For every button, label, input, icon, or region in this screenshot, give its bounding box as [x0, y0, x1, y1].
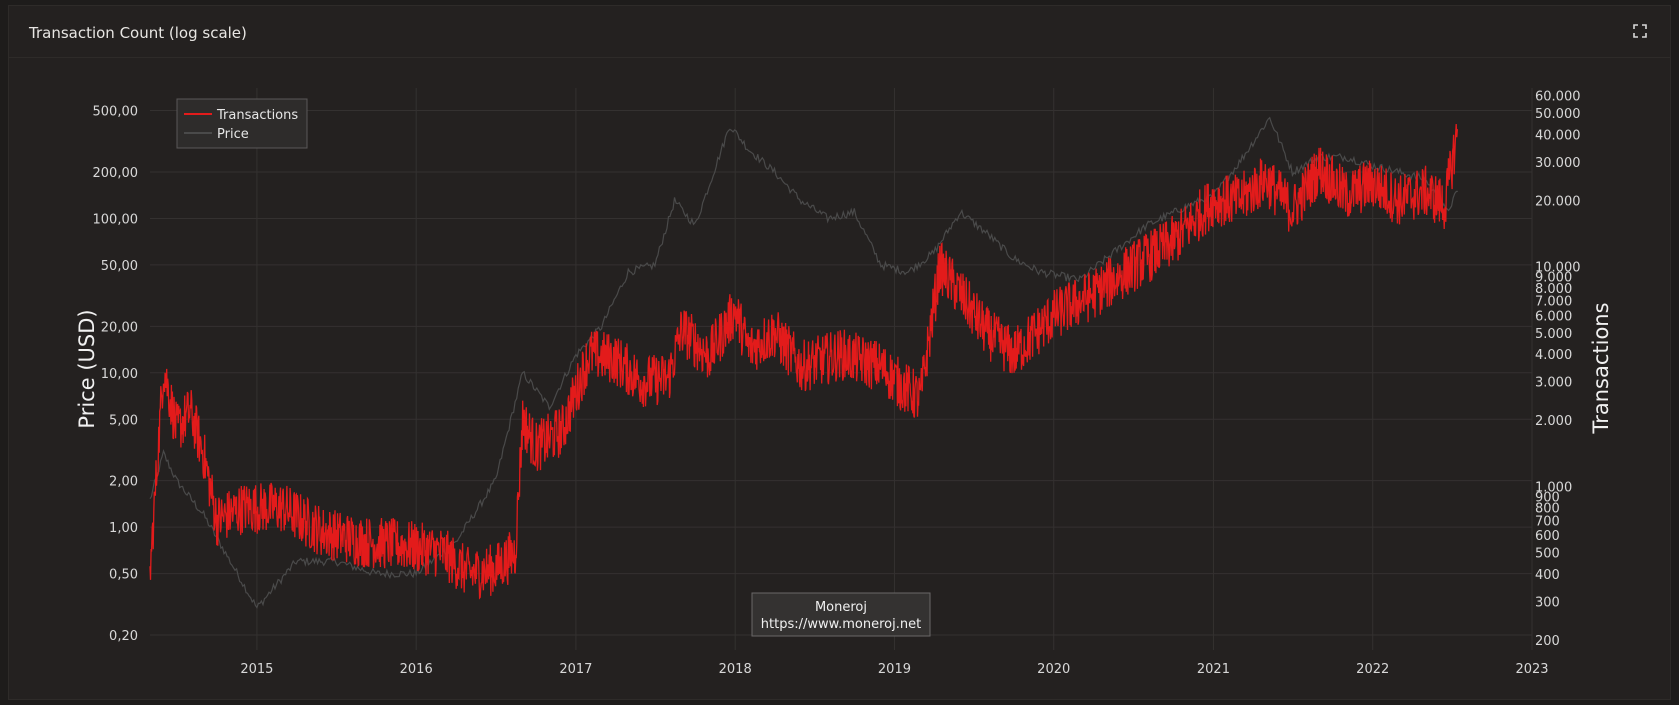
- right-tick-label: 8.000: [1535, 282, 1572, 297]
- price-line: [149, 116, 1458, 609]
- right-tick-label: 600: [1535, 529, 1560, 544]
- left-tick-label: 10,00: [101, 367, 138, 382]
- grid: [150, 88, 1533, 650]
- left-tick-label: 200,00: [93, 166, 139, 181]
- right-tick-label: 400: [1535, 568, 1560, 583]
- x-tick-label: 2022: [1356, 662, 1389, 677]
- right-tick-label: 900: [1535, 490, 1560, 505]
- right-tick-label: 7.000: [1535, 295, 1572, 310]
- watermark-line1: Moneroj: [815, 600, 867, 615]
- right-tick-label: 6.000: [1535, 309, 1572, 324]
- right-tick-label: 40.000: [1535, 128, 1581, 143]
- left-tick-label: 500,00: [93, 105, 139, 120]
- right-tick-label: 3.000: [1535, 376, 1572, 391]
- x-tick-label: 2016: [400, 662, 433, 677]
- right-tick-label: 9.000: [1535, 271, 1572, 286]
- left-axis-ticks: 0,20 0,50 1,00 2,00 5,00 10,00 20,00 50,00 100,0…: [93, 105, 139, 644]
- right-tick-label: 10.000: [1535, 261, 1581, 276]
- x-tick-label: 2017: [559, 662, 592, 677]
- x-tick-label: 2015: [240, 662, 273, 677]
- x-tick-label: 2023: [1515, 662, 1548, 677]
- left-tick-label: 100,00: [93, 212, 139, 227]
- panel-title: Transaction Count (log scale): [29, 24, 247, 42]
- transactions-line: [149, 123, 1458, 600]
- left-tick-label: 0,50: [109, 568, 138, 583]
- panel-header: Transaction Count (log scale): [9, 6, 1670, 58]
- right-tick-label: 60.000: [1535, 90, 1581, 105]
- right-tick-label: 20.000: [1535, 194, 1581, 209]
- x-tick-label: 2019: [878, 662, 911, 677]
- right-tick-label: 300: [1535, 595, 1560, 610]
- x-tick-label: 2021: [1197, 662, 1230, 677]
- watermark: Moneroj https://www.moneroj.net: [751, 592, 931, 637]
- left-tick-label: 20,00: [101, 320, 138, 335]
- right-axis-title: Transactions: [1589, 302, 1613, 434]
- left-tick-label: 5,00: [109, 413, 138, 428]
- legend: Transactions Price: [176, 98, 308, 149]
- expand-icon[interactable]: [1632, 24, 1648, 40]
- right-tick-label: 2.000: [1535, 414, 1572, 429]
- x-axis-ticks: 2015 2016 2017 2018 2019 2020 2021 2022 2023: [240, 662, 1548, 677]
- left-axis-title: Price (USD): [75, 309, 99, 428]
- legend-price: Price: [217, 127, 249, 142]
- left-tick-label: 0,20: [109, 629, 138, 644]
- watermark-line2: https://www.moneroj.net: [761, 617, 921, 632]
- price-series: [149, 116, 1458, 609]
- transactions-series: [149, 123, 1458, 600]
- right-tick-label: 700: [1535, 514, 1560, 529]
- x-tick-label: 2018: [719, 662, 752, 677]
- right-tick-label: 800: [1535, 502, 1560, 517]
- right-tick-label: 500: [1535, 547, 1560, 562]
- left-tick-label: 2,00: [109, 475, 138, 490]
- x-tick-label: 2020: [1037, 662, 1070, 677]
- legend-transactions: Transactions: [216, 108, 298, 123]
- right-tick-label: 1.000: [1535, 480, 1572, 495]
- left-tick-label: 1,00: [109, 521, 138, 536]
- left-tick-label: 50,00: [101, 259, 138, 274]
- right-tick-label: 5.000: [1535, 327, 1572, 342]
- right-tick-label: 50.000: [1535, 107, 1581, 122]
- right-tick-label: 4.000: [1535, 348, 1572, 363]
- right-tick-label: 200: [1535, 634, 1560, 649]
- right-tick-label: 30.000: [1535, 156, 1581, 171]
